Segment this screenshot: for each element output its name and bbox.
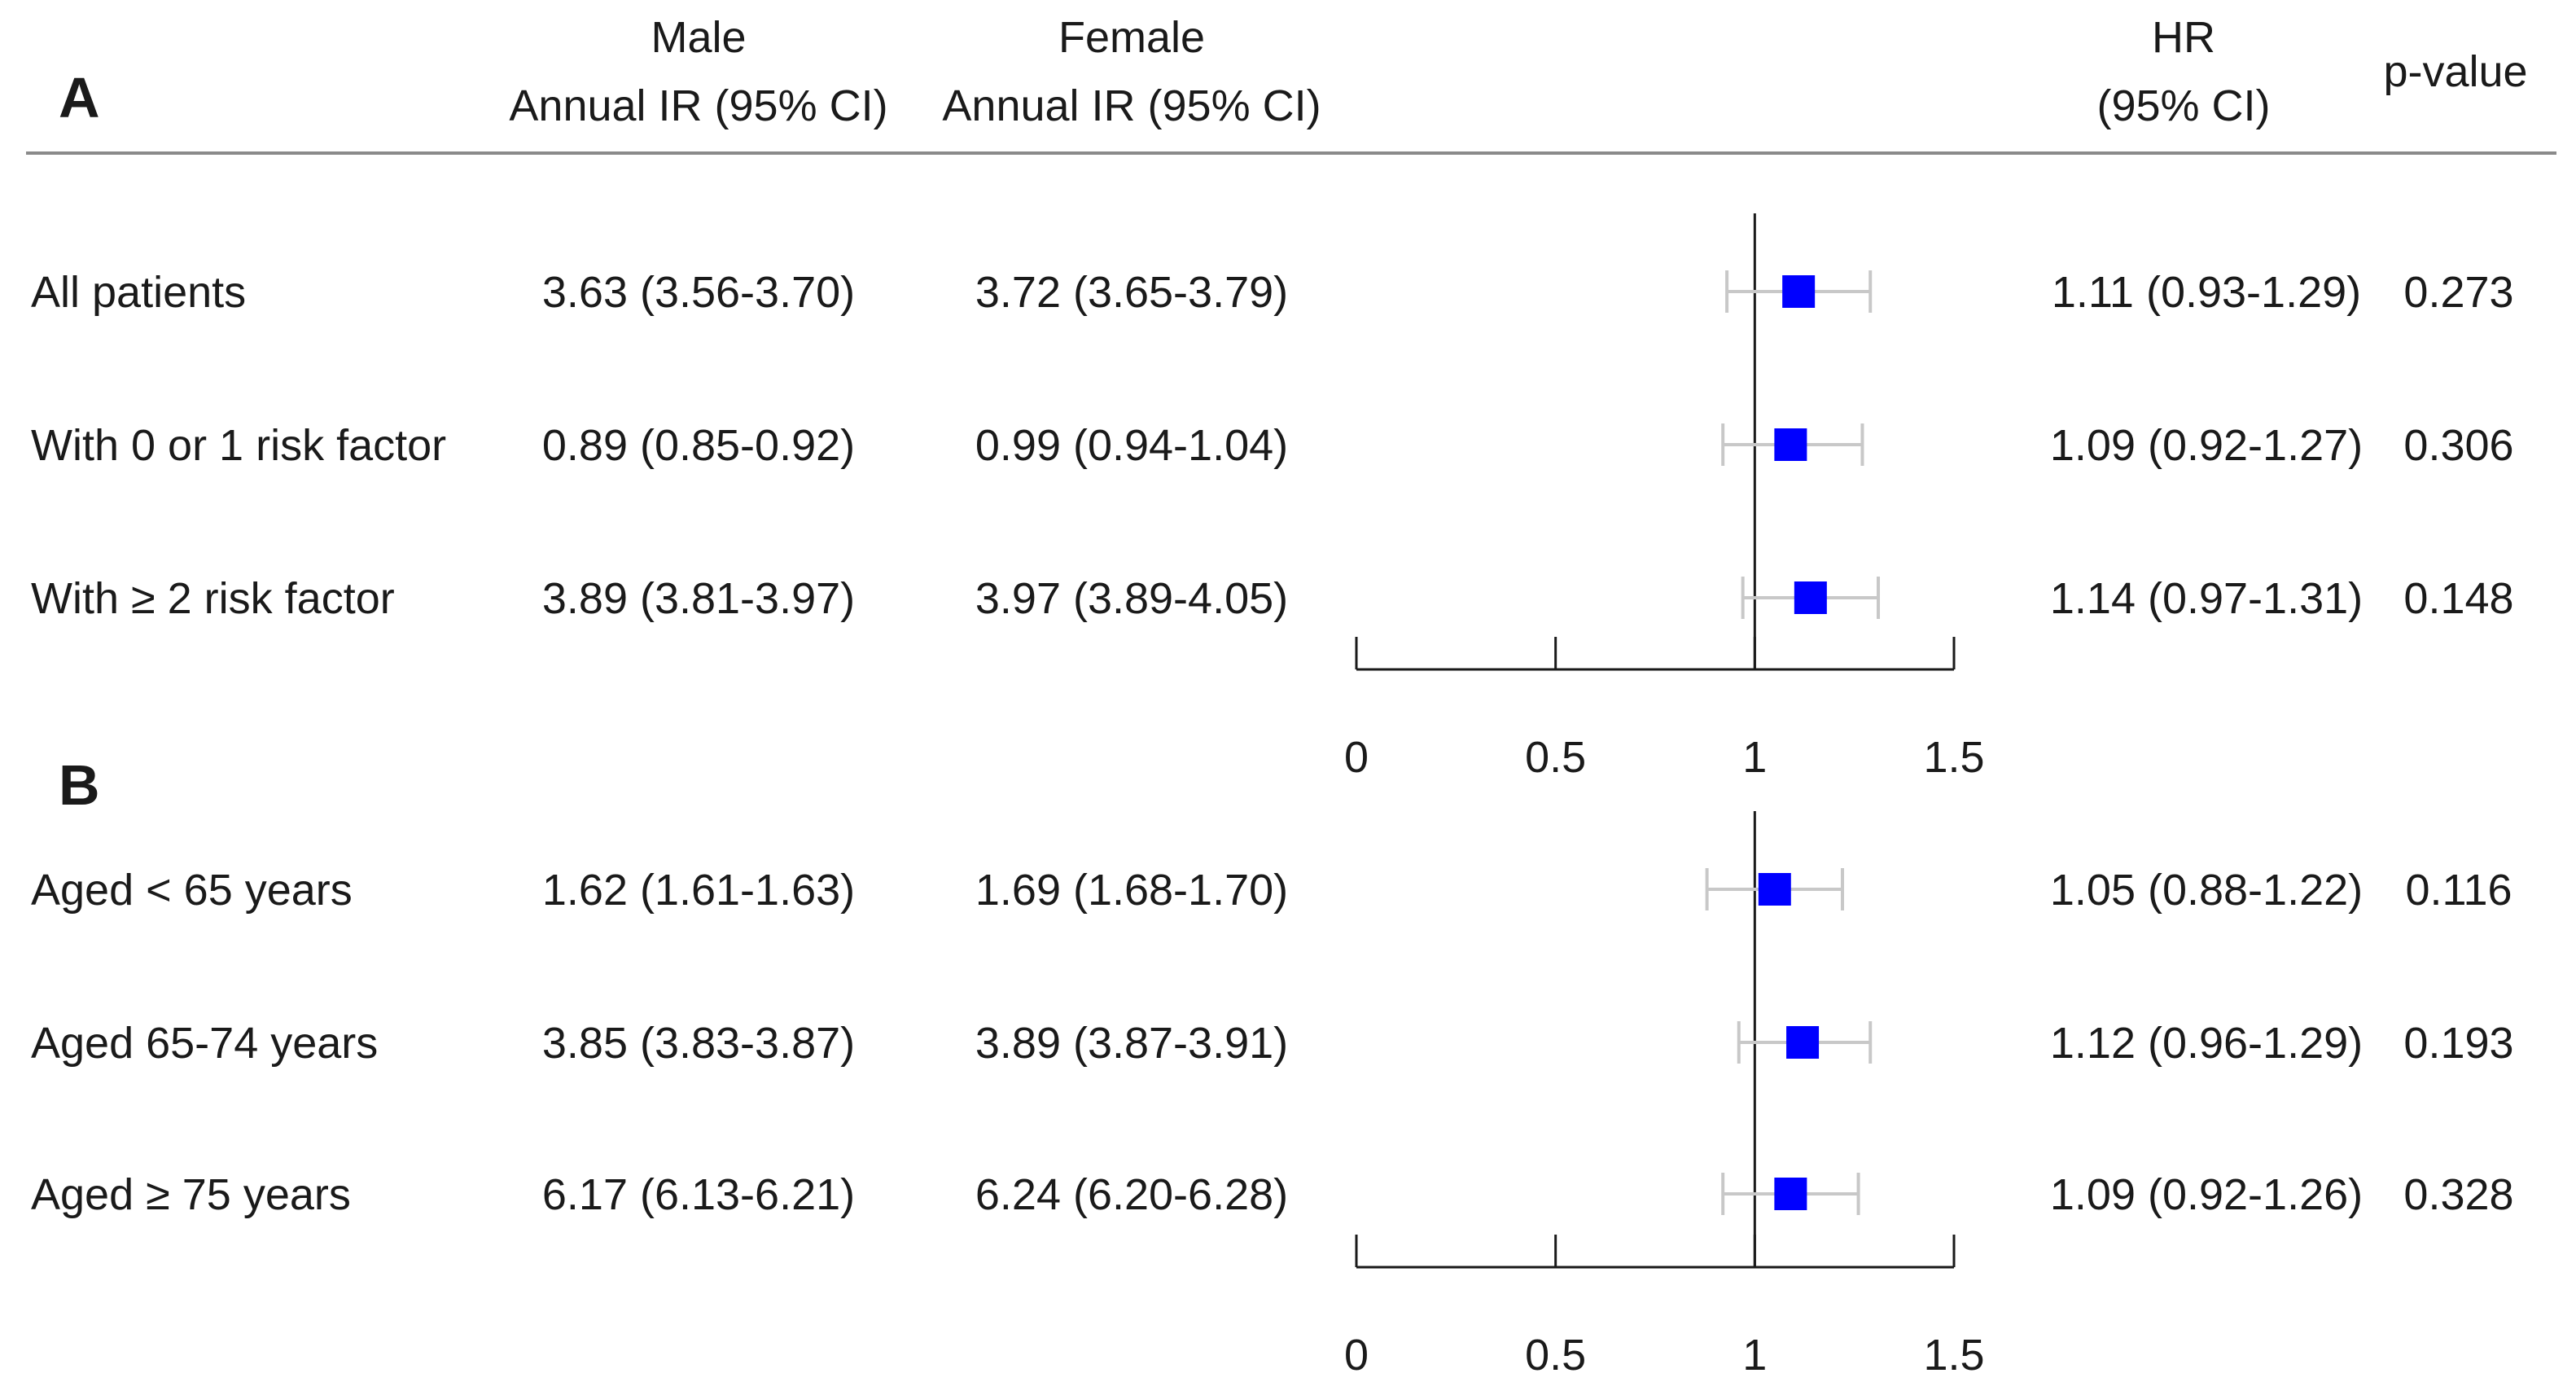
p-value: 0.273	[2403, 268, 2513, 317]
female-header-line2: Annual IR (95% CI)	[942, 81, 1321, 130]
panel-b-forest-plot: 0 0.5 1 1.5	[1344, 811, 1985, 1380]
x-tick-label: 1	[1742, 733, 1767, 782]
table-row: With ≥ 2 risk factor 3.89 (3.81-3.97) 3.97…	[31, 574, 2514, 623]
x-tick-label: 1.5	[1923, 733, 1984, 782]
panel-a: A 0 0.5 1 1.5 All patients 3.63 (3.56-3.70) 3…	[31, 66, 2514, 782]
p-value: 0.306	[2403, 421, 2513, 470]
hr-value: 1.11 (0.93-1.29)	[2052, 268, 2361, 317]
table-row: With 0 or 1 risk factor 0.89 (0.85-0.92) 0…	[31, 421, 2514, 470]
panel-b: B 0 0.5 1 1.5 Aged < 65 years 1.62 (1.61-1.6…	[31, 753, 2514, 1380]
hr-value: 1.14 (0.97-1.31)	[2050, 574, 2363, 623]
female-ir-value: 3.89 (3.87-3.91)	[975, 1019, 1288, 1068]
hr-header-line1: HR	[2152, 13, 2215, 62]
female-ir-value: 1.69 (1.68-1.70)	[975, 866, 1288, 915]
row-label: With ≥ 2 risk factor	[31, 574, 395, 623]
row-label: All patients	[31, 268, 246, 317]
x-axis: 0 0.5 1 1.5	[1344, 1235, 1985, 1380]
female-ir-value: 0.99 (0.94-1.04)	[975, 421, 1288, 470]
hr-value: 1.09 (0.92-1.26)	[2050, 1170, 2363, 1219]
male-ir-value: 1.62 (1.61-1.63)	[542, 866, 855, 915]
x-tick-label: 1.5	[1923, 1331, 1984, 1380]
hr-marker	[1782, 275, 1816, 308]
x-axis: 0 0.5 1 1.5	[1344, 637, 1985, 782]
table-row: Aged < 65 years 1.62 (1.61-1.63) 1.69 (1.6…	[31, 866, 2512, 915]
p-value: 0.328	[2403, 1170, 2513, 1219]
panel-a-forest-plot: 0 0.5 1 1.5	[1344, 213, 1985, 782]
male-ir-value: 0.89 (0.85-0.92)	[542, 421, 855, 470]
row-label: With 0 or 1 risk factor	[31, 421, 446, 470]
hr-marker	[1794, 581, 1827, 614]
row-label: Aged < 65 years	[31, 866, 353, 915]
p-value: 0.193	[2403, 1019, 2513, 1068]
table-header: Male Annual IR (95% CI) Female Annual IR…	[26, 13, 2556, 155]
hr-marker	[1786, 1026, 1820, 1059]
hr-marker	[1774, 428, 1807, 461]
table-row: Aged ≥ 75 years 6.17 (6.13-6.21) 6.24 (6.2…	[31, 1170, 2514, 1219]
male-ir-value: 3.89 (3.81-3.97)	[542, 574, 855, 623]
panel-a-rows: All patients 3.63 (3.56-3.70) 3.72 (3.65-3…	[31, 268, 2514, 623]
male-header-line1: Male	[651, 13, 746, 62]
female-ir-value: 3.72 (3.65-3.79)	[975, 268, 1288, 317]
male-ir-value: 3.63 (3.56-3.70)	[542, 268, 855, 317]
row-label: Aged 65-74 years	[31, 1019, 378, 1068]
hr-value: 1.12 (0.96-1.29)	[2050, 1019, 2363, 1068]
female-ir-value: 6.24 (6.20-6.28)	[975, 1170, 1288, 1219]
p-value: 0.116	[2405, 866, 2512, 915]
hr-value: 1.05 (0.88-1.22)	[2050, 866, 2363, 915]
male-ir-value: 6.17 (6.13-6.21)	[542, 1170, 855, 1219]
x-tick-label: 1	[1742, 1331, 1767, 1380]
hr-header-line2: (95% CI)	[2096, 81, 2270, 130]
female-ir-value: 3.97 (3.89-4.05)	[975, 574, 1288, 623]
x-tick-label: 0.5	[1525, 1331, 1586, 1380]
p-value: 0.148	[2403, 574, 2513, 623]
hr-marker	[1774, 1178, 1807, 1210]
hr-value: 1.09 (0.92-1.27)	[2050, 421, 2363, 470]
table-row: All patients 3.63 (3.56-3.70) 3.72 (3.65-3…	[31, 268, 2514, 317]
male-ir-value: 3.85 (3.83-3.87)	[542, 1019, 855, 1068]
table-row: Aged 65-74 years 3.85 (3.83-3.87) 3.89 (3.…	[31, 1019, 2514, 1068]
x-tick-label: 0	[1344, 733, 1369, 782]
panel-b-rows: Aged < 65 years 1.62 (1.61-1.63) 1.69 (1.6…	[31, 866, 2514, 1219]
hr-marker	[1758, 873, 1791, 906]
male-header-line2: Annual IR (95% CI)	[509, 81, 887, 130]
female-header-line1: Female	[1058, 13, 1205, 62]
x-tick-label: 0	[1344, 1331, 1369, 1380]
panel-a-label: A	[59, 66, 100, 129]
pvalue-header: p-value	[2383, 47, 2527, 96]
row-label: Aged ≥ 75 years	[31, 1170, 351, 1219]
x-tick-label: 0.5	[1525, 733, 1586, 782]
panel-b-label: B	[59, 753, 100, 817]
